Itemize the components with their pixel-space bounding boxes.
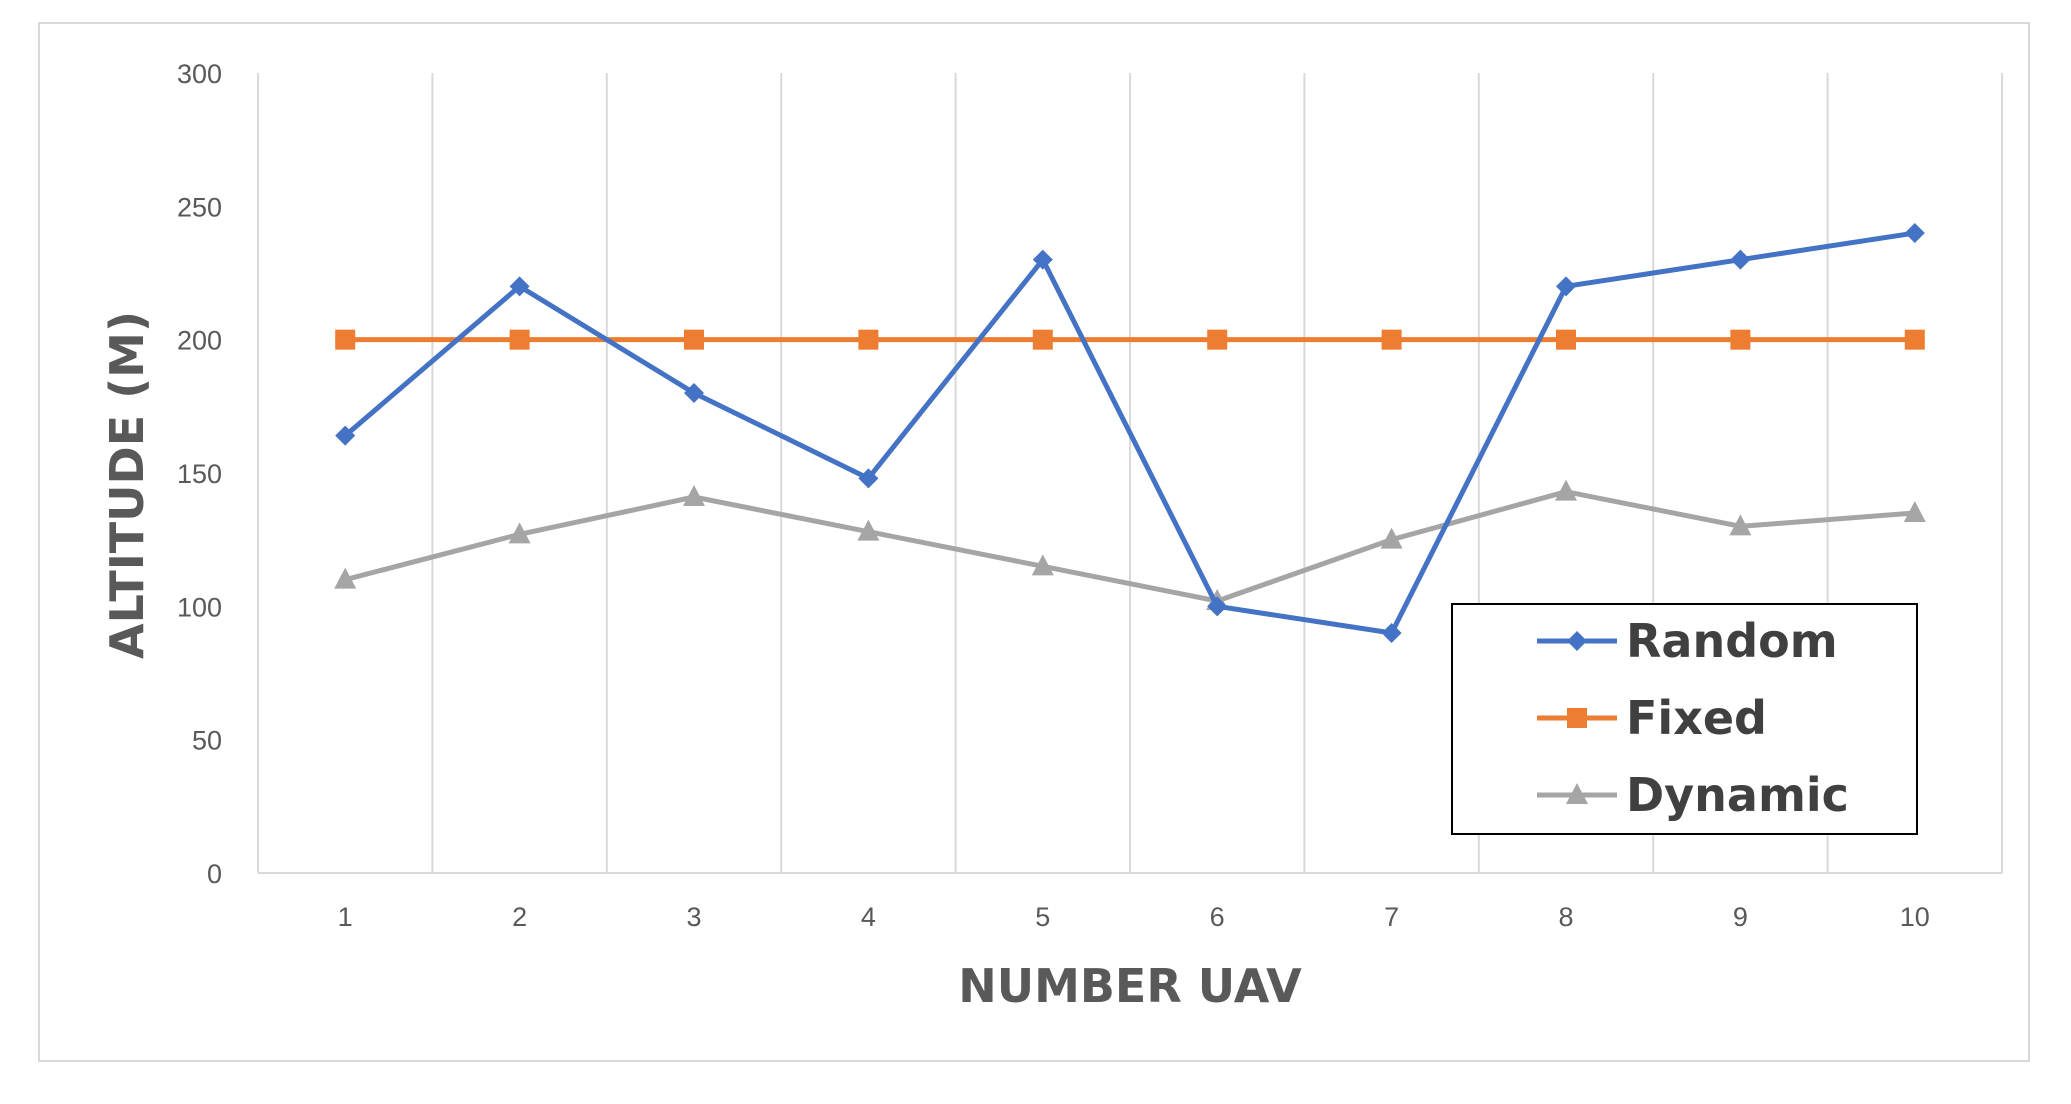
x-tick-label: 5	[1035, 902, 1050, 932]
data-point-random	[1556, 276, 1576, 297]
data-point-random	[1032, 249, 1053, 270]
data-point-fixed	[858, 329, 879, 350]
legend-box	[1451, 603, 1918, 835]
data-point-fixed	[1556, 329, 1576, 350]
x-tick-label: 7	[1384, 902, 1399, 932]
x-tick-label: 6	[1210, 902, 1225, 932]
x-tick-label: 9	[1733, 902, 1748, 932]
legend-label-fixed: Fixed	[1626, 691, 1767, 745]
y-tick-label: 0	[207, 859, 222, 889]
data-point-dynamic	[1555, 479, 1577, 501]
series-line-dynamic	[344, 489, 1915, 604]
x-tick-label: 3	[686, 902, 701, 932]
x-axis-title: NUMBER UAV	[958, 959, 1302, 1013]
data-point-random	[1904, 223, 1925, 243]
legend: Random Fixed Dynamic	[1451, 603, 1918, 835]
data-point-fixed	[684, 329, 704, 350]
data-point-dynamic	[1380, 527, 1403, 549]
legend-marker-dynamic	[1566, 783, 1588, 804]
legend-item-fixed: Fixed	[1537, 691, 1767, 745]
y-tick-label: 150	[177, 459, 222, 489]
y-tick-label: 250	[177, 192, 222, 222]
data-point-random	[858, 468, 879, 489]
data-point-dynamic	[1031, 554, 1054, 576]
x-tick-label: 8	[1558, 902, 1573, 932]
data-point-dynamic	[1729, 514, 1752, 536]
data-point-fixed	[1730, 329, 1751, 350]
y-tick-label: 200	[177, 326, 222, 356]
x-tick-label: 1	[338, 902, 353, 932]
data-point-fixed	[1032, 329, 1053, 350]
data-point-dynamic	[857, 519, 880, 541]
y-axis-title: ALTITUDE (M)	[100, 311, 154, 659]
data-point-random	[1381, 623, 1402, 643]
data-point-random	[684, 383, 704, 403]
y-tick-label: 300	[177, 59, 222, 89]
data-point-random	[335, 425, 356, 446]
data-point-random	[1730, 249, 1751, 270]
data-point-fixed	[1381, 329, 1402, 350]
legend-label-dynamic: Dynamic	[1626, 768, 1849, 822]
series	[334, 223, 1926, 643]
x-tick-label: 4	[861, 902, 876, 932]
series-random	[335, 223, 1925, 643]
series-line-random	[343, 230, 1916, 636]
legend-item-dynamic: Dynamic	[1537, 768, 1849, 822]
legend-marker-fixed	[1567, 708, 1587, 728]
legend-item-random: Random	[1537, 614, 1838, 668]
data-point-fixed	[1207, 329, 1228, 350]
data-point-dynamic	[683, 485, 705, 506]
data-point-dynamic	[334, 567, 357, 589]
chart-frame	[38, 22, 2030, 1062]
data-point-dynamic	[508, 522, 531, 544]
data-point-fixed	[509, 329, 530, 350]
legend-marker-random	[1567, 631, 1587, 651]
y-tick-label: 100	[177, 592, 222, 622]
data-point-fixed	[1904, 329, 1925, 350]
x-tick-label: 10	[1900, 902, 1930, 932]
data-point-random	[509, 276, 530, 297]
x-tick-labels: 1 2 3 4 5 6 7 8 9 10	[338, 902, 1930, 932]
gridlines	[257, 73, 2003, 873]
y-tick-label: 50	[192, 726, 222, 756]
y-tick-labels: 0 50 100 150 200 250 300	[177, 59, 222, 889]
data-point-random	[1207, 596, 1228, 617]
x-tick-label: 2	[512, 902, 527, 932]
legend-label-random: Random	[1626, 614, 1838, 668]
data-point-dynamic	[1903, 501, 1926, 522]
data-point-fixed	[335, 329, 356, 350]
